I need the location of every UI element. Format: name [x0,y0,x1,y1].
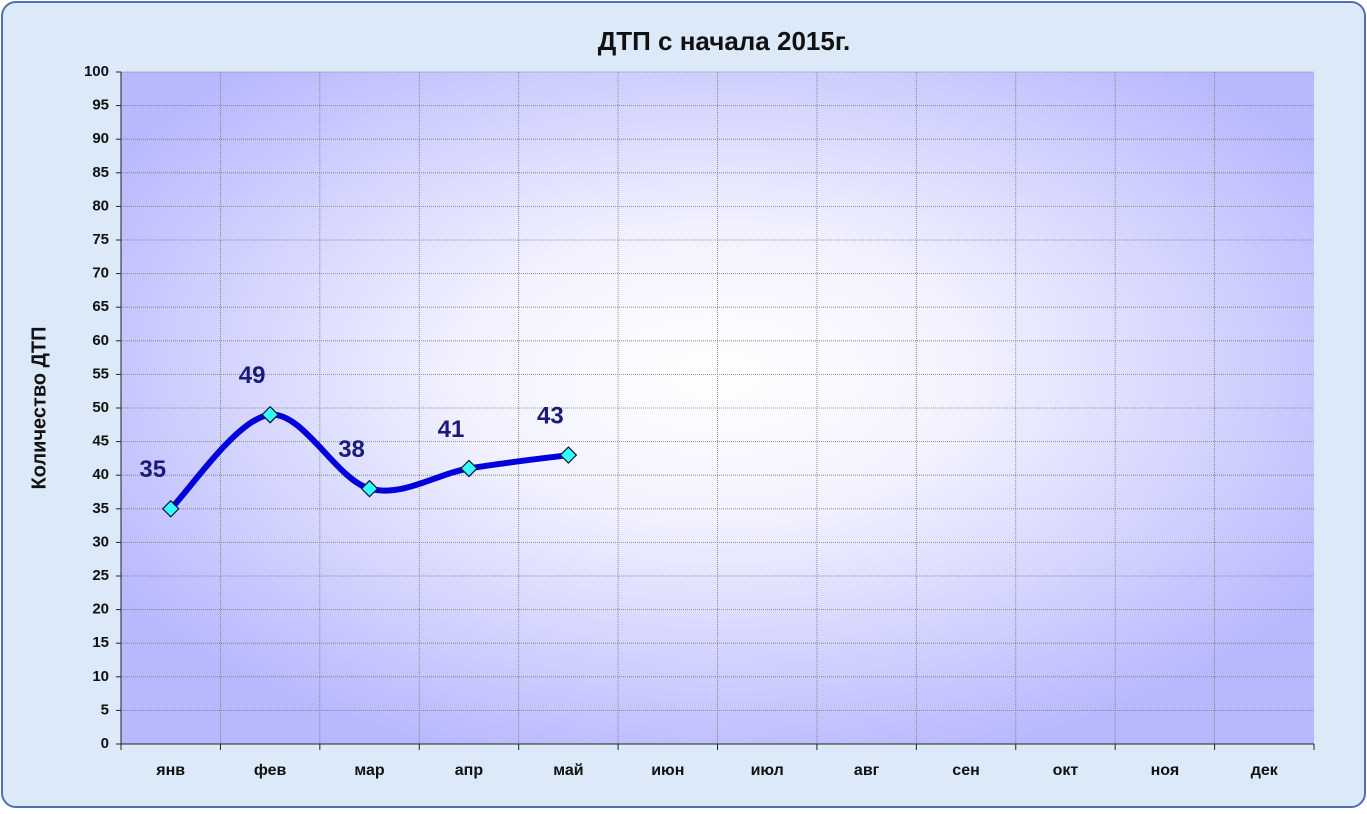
x-tick-label: апр [455,762,484,779]
x-tick-label: окт [1053,762,1079,779]
y-tick-label: 15 [92,634,109,651]
y-tick-label: 20 [92,601,109,618]
y-tick-label: 40 [92,466,109,483]
x-tick-label: ноя [1151,762,1180,779]
y-tick-label: 80 [92,197,109,214]
marker [559,446,578,464]
y-tick-label: 85 [92,164,109,181]
y-tick-label: 95 [92,97,109,114]
x-tick-label: сен [952,762,979,779]
y-tick-label: 65 [92,298,109,315]
x-tick-label: авг [854,762,880,779]
data-label: 38 [338,436,365,463]
y-tick-label: 50 [92,399,109,416]
y-tick-label: 75 [92,231,109,248]
x-tick-label: фев [254,762,287,779]
y-tick-label: 60 [92,332,109,349]
x-tick-label: мар [354,762,385,779]
data-label: 49 [239,362,266,389]
y-tick-label: 35 [92,500,109,517]
x-tick-label: июл [751,762,784,779]
y-tick-label: 10 [92,668,109,685]
y-tick-label: 70 [92,265,109,282]
y-axis-label: Количество ДТП [28,327,50,490]
data-label: 41 [438,416,465,443]
y-tick-label: 0 [101,735,109,752]
data-label: 35 [139,456,166,483]
x-tick-label: май [553,762,583,779]
y-tick-label: 55 [92,365,109,382]
y-tick-label: 45 [92,433,109,450]
marker [460,459,478,478]
marker [261,405,279,424]
y-tick-label: 30 [92,533,109,550]
marker [360,479,379,498]
data-label: 43 [537,402,564,429]
x-tick-label: июн [651,762,684,779]
y-tick-label: 100 [84,63,109,80]
y-tick-label: 90 [92,130,109,147]
x-tick-label: дек [1251,762,1279,779]
x-tick-label: янв [155,762,185,779]
y-tick-label: 5 [101,701,109,718]
chart-title: ДТП с начала 2015г. [598,26,851,56]
marker [161,499,180,518]
y-tick-label: 25 [92,567,109,584]
